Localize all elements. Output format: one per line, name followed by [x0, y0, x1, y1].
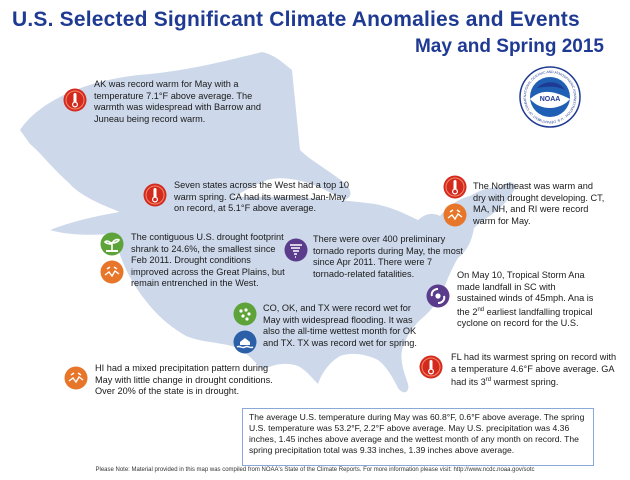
- florida-note: FL had its warmest spring on record with…: [451, 352, 621, 389]
- northeast-note: The Northeast was warm and dry with drou…: [473, 181, 605, 226]
- drought-icon: [100, 260, 124, 284]
- drought-icon: [443, 203, 467, 227]
- wet-note: CO, OK, and TX were record wet for May w…: [263, 303, 417, 348]
- summary-box: The average U.S. temperature during May …: [242, 408, 594, 466]
- ana-note-sup: nd: [477, 306, 485, 313]
- florida-note-text-end: warmest spring.: [491, 377, 559, 388]
- ana-note: On May 10, Tropical Storm Ana made landf…: [457, 270, 597, 330]
- tornado-note: There were over 400 preliminary tornado …: [313, 234, 463, 279]
- florida-note-text: FL had its warmest spring on record with…: [451, 352, 617, 388]
- west-note: Seven states across the West had a top 1…: [174, 180, 350, 214]
- noaa-logo: NOAA NATIONAL OCEANIC AND ATMOSPHERIC AD…: [519, 66, 581, 128]
- drought-note: The contiguous U.S. drought footprint sh…: [131, 232, 285, 289]
- tornado-icon: [284, 238, 308, 262]
- flood-icon: [233, 330, 257, 354]
- noaa-logo-text: NOAA: [540, 96, 561, 103]
- drought-icon: [64, 366, 88, 390]
- footer-note: Please Note: Material provided in this m…: [95, 467, 535, 473]
- thermometer-hot-icon: [143, 183, 167, 207]
- thermometer-hot-icon: [443, 175, 467, 199]
- heavy-rain-icon: [233, 302, 257, 326]
- drought-improvement-icon: [100, 232, 124, 256]
- thermometer-hot-icon: [63, 88, 87, 112]
- thermometer-hot-icon: [419, 355, 443, 379]
- ana-note-text: On May 10, Tropical Storm Ana made landf…: [457, 270, 594, 317]
- florida-note-sup: rd: [485, 377, 492, 384]
- alaska-note: AK was record warm for May with a temper…: [94, 79, 261, 124]
- hawaii-note: HI had a mixed precipitation pattern dur…: [95, 363, 273, 397]
- contiguous-us-shape: [115, 182, 517, 393]
- map-subtitle: May and Spring 2015: [414, 36, 604, 57]
- alaska-shape: [20, 52, 351, 235]
- map-title: U.S. Selected Significant Climate Anomal…: [12, 8, 580, 31]
- ana-note-text-end: earliest landfalling tropical cyclone on…: [457, 306, 593, 329]
- tropical-storm-icon: [426, 284, 450, 308]
